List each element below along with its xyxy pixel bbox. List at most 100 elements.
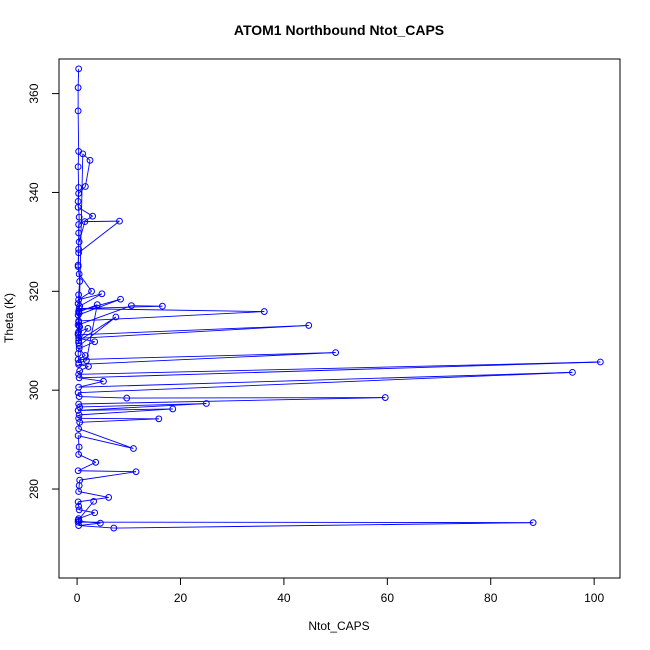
- data-point: [116, 217, 123, 225]
- series-line-segment: [77, 392, 80, 397]
- data-point: [75, 190, 83, 197]
- data-point: [75, 451, 83, 458]
- data-point: [75, 328, 83, 336]
- series-line-segment: [77, 355, 86, 360]
- y-tick-label: 340: [27, 182, 41, 202]
- data-point: [90, 497, 98, 505]
- data-point: [74, 203, 82, 211]
- series-line-segment: [78, 186, 86, 194]
- data-point: [85, 363, 92, 370]
- chart-title: ATOM1 Northbound Ntot_CAPS: [234, 22, 444, 38]
- data-point: [75, 443, 83, 451]
- data-point: [132, 468, 140, 476]
- series-line-segment: [78, 364, 89, 367]
- series-line-segment: [78, 380, 104, 388]
- series-line-segment: [82, 153, 91, 161]
- data-point: [74, 356, 82, 363]
- data-point: [76, 403, 84, 411]
- data-point: [75, 488, 83, 495]
- data-point: [76, 278, 84, 285]
- series-line-segment: [78, 220, 120, 254]
- data-point: [130, 445, 137, 452]
- data-point: [105, 494, 113, 501]
- data-point: [74, 84, 82, 92]
- series-line-segment: [78, 371, 573, 394]
- y-tick-label: 280: [27, 479, 41, 499]
- data-point: [596, 358, 604, 366]
- data-point: [75, 249, 83, 257]
- series-line-segment: [79, 396, 127, 399]
- data-point: [75, 270, 83, 278]
- data-point: [202, 400, 210, 407]
- series-line-segment: [79, 293, 103, 307]
- series-line-segment: [78, 352, 336, 360]
- data-point: [75, 393, 83, 400]
- series-line-segment: [79, 520, 101, 524]
- series-line-segment: [77, 252, 80, 267]
- series-line-segment: [79, 408, 173, 416]
- data-point: [79, 150, 87, 158]
- data-point: [74, 518, 82, 526]
- data-point: [75, 517, 83, 525]
- series-line-segment: [78, 348, 86, 356]
- data-point: [81, 218, 89, 226]
- y-tick-label: 360: [27, 83, 41, 103]
- data-point: [75, 345, 83, 353]
- data-point: [74, 467, 82, 475]
- x-tick-label: 100: [584, 591, 604, 605]
- data-point: [112, 313, 120, 321]
- x-tick-label: 0: [74, 591, 81, 605]
- series-line-segment: [78, 435, 134, 449]
- x-tick-label: 80: [484, 591, 498, 605]
- data-point: [75, 213, 83, 221]
- series-line-segment: [79, 403, 207, 408]
- series-line-segment: [78, 360, 87, 364]
- series-line-segment: [77, 501, 80, 507]
- series-line-segment: [78, 496, 109, 503]
- data-point: [86, 156, 94, 164]
- data-point: [74, 498, 82, 506]
- y-tick-label: 300: [27, 380, 41, 400]
- data-point: [74, 163, 82, 171]
- series-line-segment: [78, 470, 137, 473]
- data-point: [110, 524, 118, 532]
- data-point: [74, 263, 82, 271]
- data-point: [76, 418, 84, 426]
- series-line-segment: [78, 316, 117, 342]
- data-point: [74, 321, 82, 329]
- series-line-segment: [77, 519, 80, 522]
- data-point: [96, 519, 104, 527]
- series-line-segment: [79, 418, 159, 423]
- data-point: [83, 357, 90, 364]
- data-point: [81, 352, 89, 359]
- x-tick-label: 20: [174, 591, 188, 605]
- data-point: [169, 405, 177, 413]
- data-point: [529, 519, 537, 527]
- data-point: [75, 221, 83, 228]
- data-point: [75, 400, 83, 408]
- data-point: [75, 342, 83, 350]
- data-point: [305, 322, 313, 329]
- series-line-segment: [78, 525, 114, 529]
- data-point: [92, 458, 100, 466]
- data-point: [75, 245, 83, 253]
- series-line-segment: [79, 377, 104, 382]
- series-line-segment: [78, 403, 207, 411]
- data-point: [260, 308, 268, 315]
- data-point: [75, 374, 83, 382]
- y-axis-label: Theta (K): [2, 293, 16, 343]
- x-tick-label: 60: [381, 591, 395, 605]
- series-line-segment: [78, 316, 117, 347]
- series-line-segment: [78, 311, 265, 322]
- data-point: [381, 394, 389, 401]
- data-point: [81, 183, 89, 190]
- y-axis: 280 300 320 340 360: [27, 83, 60, 499]
- data-point: [75, 308, 83, 316]
- series-line-segment: [78, 446, 80, 455]
- data-point: [127, 302, 135, 310]
- series-line-segment: [79, 361, 601, 379]
- series-layer: [74, 65, 604, 532]
- y-tick-label: 320: [27, 281, 41, 301]
